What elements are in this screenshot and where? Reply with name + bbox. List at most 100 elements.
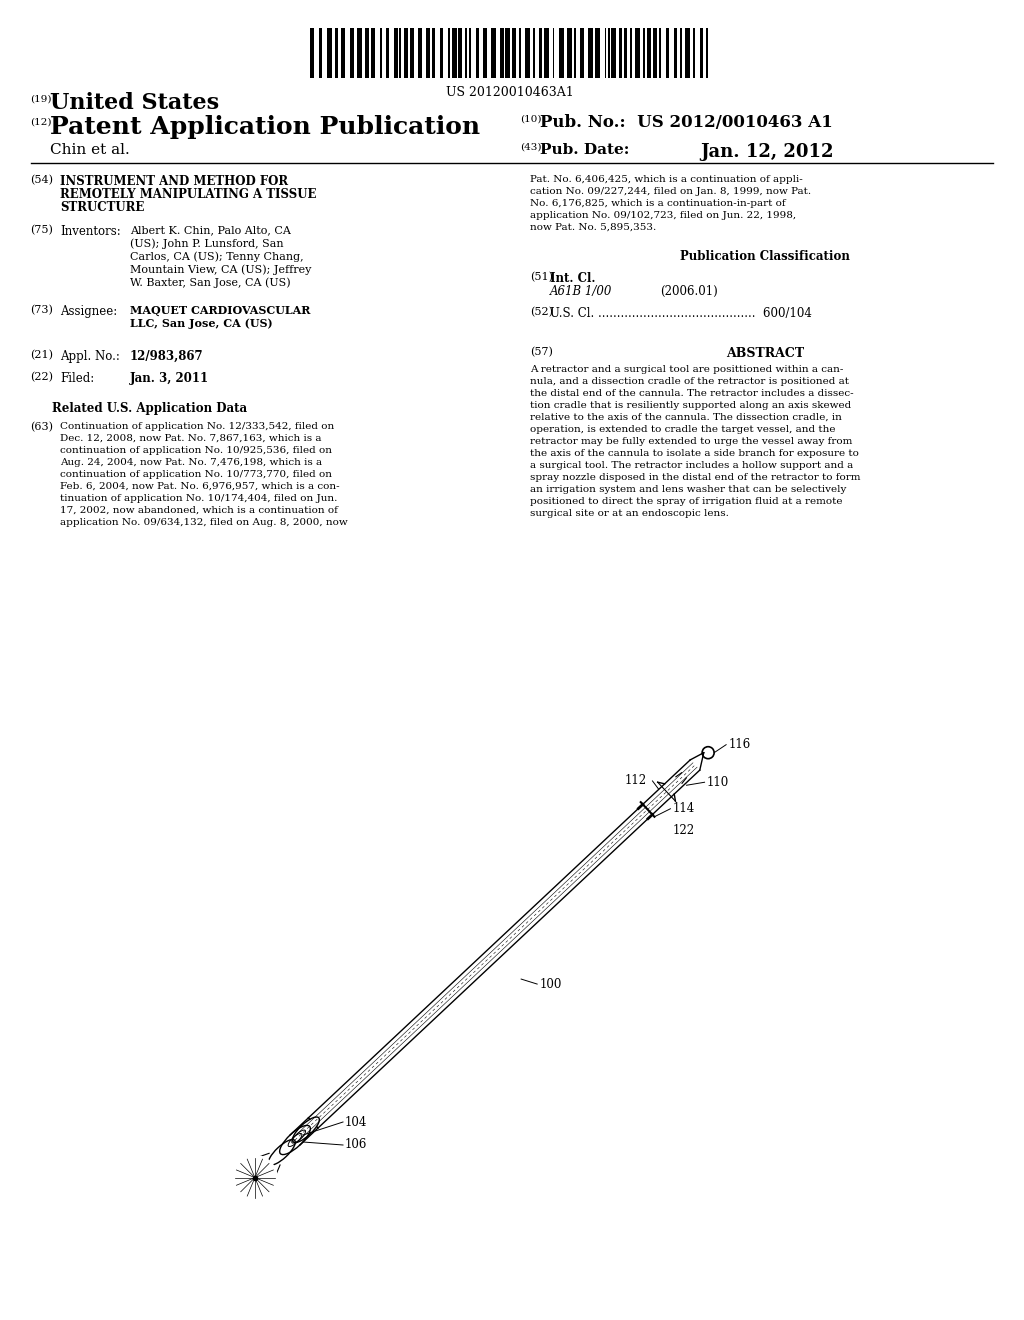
Text: Carlos, CA (US); Tenny Chang,: Carlos, CA (US); Tenny Chang, [130,251,304,261]
Text: (19): (19) [30,95,51,104]
Text: (52): (52) [530,308,553,317]
Text: Aug. 24, 2004, now Pat. No. 7,476,198, which is a: Aug. 24, 2004, now Pat. No. 7,476,198, w… [60,458,323,467]
Bar [310,28,314,78]
Text: Assignee:: Assignee: [60,305,118,318]
Text: Appl. No.:: Appl. No.: [60,350,120,363]
Bar [399,28,401,78]
Text: U.S. Cl. ..........................................  600/104: U.S. Cl. ...............................… [550,308,812,319]
Text: 116: 116 [728,738,751,751]
Bar [501,28,504,78]
Text: now Pat. No. 5,895,353.: now Pat. No. 5,895,353. [530,223,656,232]
Bar [453,28,457,78]
Text: (57): (57) [530,347,553,358]
Bar [419,28,422,78]
Text: Dec. 12, 2008, now Pat. No. 7,867,163, which is a: Dec. 12, 2008, now Pat. No. 7,867,163, w… [60,434,322,444]
Text: 12/983,867: 12/983,867 [130,350,204,363]
Bar [618,28,623,78]
Text: Int. Cl.: Int. Cl. [550,272,596,285]
Bar [465,28,467,78]
Text: Pub. No.:  US 2012/0010463 A1: Pub. No.: US 2012/0010463 A1 [540,114,833,131]
Bar [553,28,554,78]
Text: surgical site or at an endoscopic lens.: surgical site or at an endoscopic lens. [530,510,729,517]
Text: 122: 122 [673,824,694,837]
Text: an irrigation system and lens washer that can be selectively: an irrigation system and lens washer tha… [530,484,847,494]
Text: continuation of application No. 10/925,536, filed on: continuation of application No. 10/925,5… [60,446,332,455]
Bar [636,28,640,78]
Bar [624,28,627,78]
Text: Pub. Date:: Pub. Date: [540,143,630,157]
Bar [643,28,645,78]
Text: MAQUET CARDIOVASCULAR: MAQUET CARDIOVASCULAR [130,305,310,315]
Bar [357,28,362,78]
Text: (12): (12) [30,117,51,127]
Text: (2006.01): (2006.01) [660,285,718,298]
Text: cation No. 09/227,244, filed on Jan. 8, 1999, now Pat.: cation No. 09/227,244, filed on Jan. 8, … [530,187,811,195]
Bar [631,28,632,78]
Text: (22): (22) [30,372,53,383]
Text: US 20120010463A1: US 20120010463A1 [446,86,573,99]
Bar [693,28,695,78]
Text: spray nozzle disposed in the distal end of the retractor to form: spray nozzle disposed in the distal end … [530,473,860,482]
Text: application No. 09/102,723, filed on Jun. 22, 1998,: application No. 09/102,723, filed on Jun… [530,211,796,220]
Text: 104: 104 [345,1115,368,1129]
Text: tion cradle that is resiliently supported along an axis skewed: tion cradle that is resiliently supporte… [530,401,851,411]
Text: 106: 106 [345,1138,368,1151]
Bar [680,28,682,78]
Text: Filed:: Filed: [60,372,94,385]
Text: 114: 114 [673,803,694,816]
Text: Jan. 12, 2012: Jan. 12, 2012 [700,143,834,161]
Bar [506,28,510,78]
Bar [653,28,657,78]
Text: 112: 112 [625,775,646,788]
Bar [372,28,376,78]
Text: LLC, San Jose, CA (US): LLC, San Jose, CA (US) [130,318,272,329]
Bar [483,28,487,78]
Text: retractor may be fully extended to urge the vessel away from: retractor may be fully extended to urge … [530,437,852,446]
Text: REMOTELY MANIPULATING A TISSUE: REMOTELY MANIPULATING A TISSUE [60,187,316,201]
Bar [519,28,521,78]
Bar [674,28,677,78]
Text: Continuation of application No. 12/333,542, filed on: Continuation of application No. 12/333,5… [60,422,334,432]
Bar [525,28,530,78]
Text: Patent Application Publication: Patent Application Publication [50,115,480,139]
Text: Pat. No. 6,406,425, which is a continuation of appli-: Pat. No. 6,406,425, which is a continuat… [530,176,803,183]
Bar [404,28,408,78]
Text: Feb. 6, 2004, now Pat. No. 6,976,957, which is a con-: Feb. 6, 2004, now Pat. No. 6,976,957, wh… [60,482,340,491]
Bar [706,28,708,78]
Bar [380,28,382,78]
Bar [449,28,450,78]
Bar [341,28,345,78]
Bar [608,28,610,78]
Bar [595,28,600,78]
Bar [365,28,369,78]
Text: relative to the axis of the cannula. The dissection cradle, in: relative to the axis of the cannula. The… [530,413,842,422]
Text: (21): (21) [30,350,53,360]
Bar [545,28,549,78]
Text: United States: United States [50,92,219,114]
Text: Publication Classification: Publication Classification [680,249,850,263]
Text: (10): (10) [520,115,542,124]
Bar [540,28,542,78]
Text: (US); John P. Lunsford, San: (US); John P. Lunsford, San [130,238,284,248]
Bar [532,28,536,78]
Text: Mountain View, CA (US); Jeffrey: Mountain View, CA (US); Jeffrey [130,264,311,275]
Bar [574,28,575,78]
Bar [426,28,430,78]
Bar [566,28,571,78]
Bar [350,28,354,78]
Text: the axis of the cannula to isolate a side branch for exposure to: the axis of the cannula to isolate a sid… [530,449,859,458]
Text: (73): (73) [30,305,53,315]
Bar [588,28,593,78]
Text: a surgical tool. The retractor includes a hollow support and a: a surgical tool. The retractor includes … [530,461,853,470]
Text: (63): (63) [30,422,53,433]
Text: application No. 09/634,132, filed on Aug. 8, 2000, now: application No. 09/634,132, filed on Aug… [60,517,348,527]
Text: operation, is extended to cradle the target vessel, and the: operation, is extended to cradle the tar… [530,425,836,434]
Text: W. Baxter, San Jose, CA (US): W. Baxter, San Jose, CA (US) [130,277,291,288]
Text: Albert K. Chin, Palo Alto, CA: Albert K. Chin, Palo Alto, CA [130,224,291,235]
Text: A retractor and a surgical tool are posittioned within a can-: A retractor and a surgical tool are posi… [530,366,844,374]
Bar [393,28,397,78]
Text: 100: 100 [540,978,561,990]
Bar [440,28,443,78]
Text: (75): (75) [30,224,53,235]
Text: nula, and a dissection cradle of the retractor is positioned at: nula, and a dissection cradle of the ret… [530,378,849,385]
